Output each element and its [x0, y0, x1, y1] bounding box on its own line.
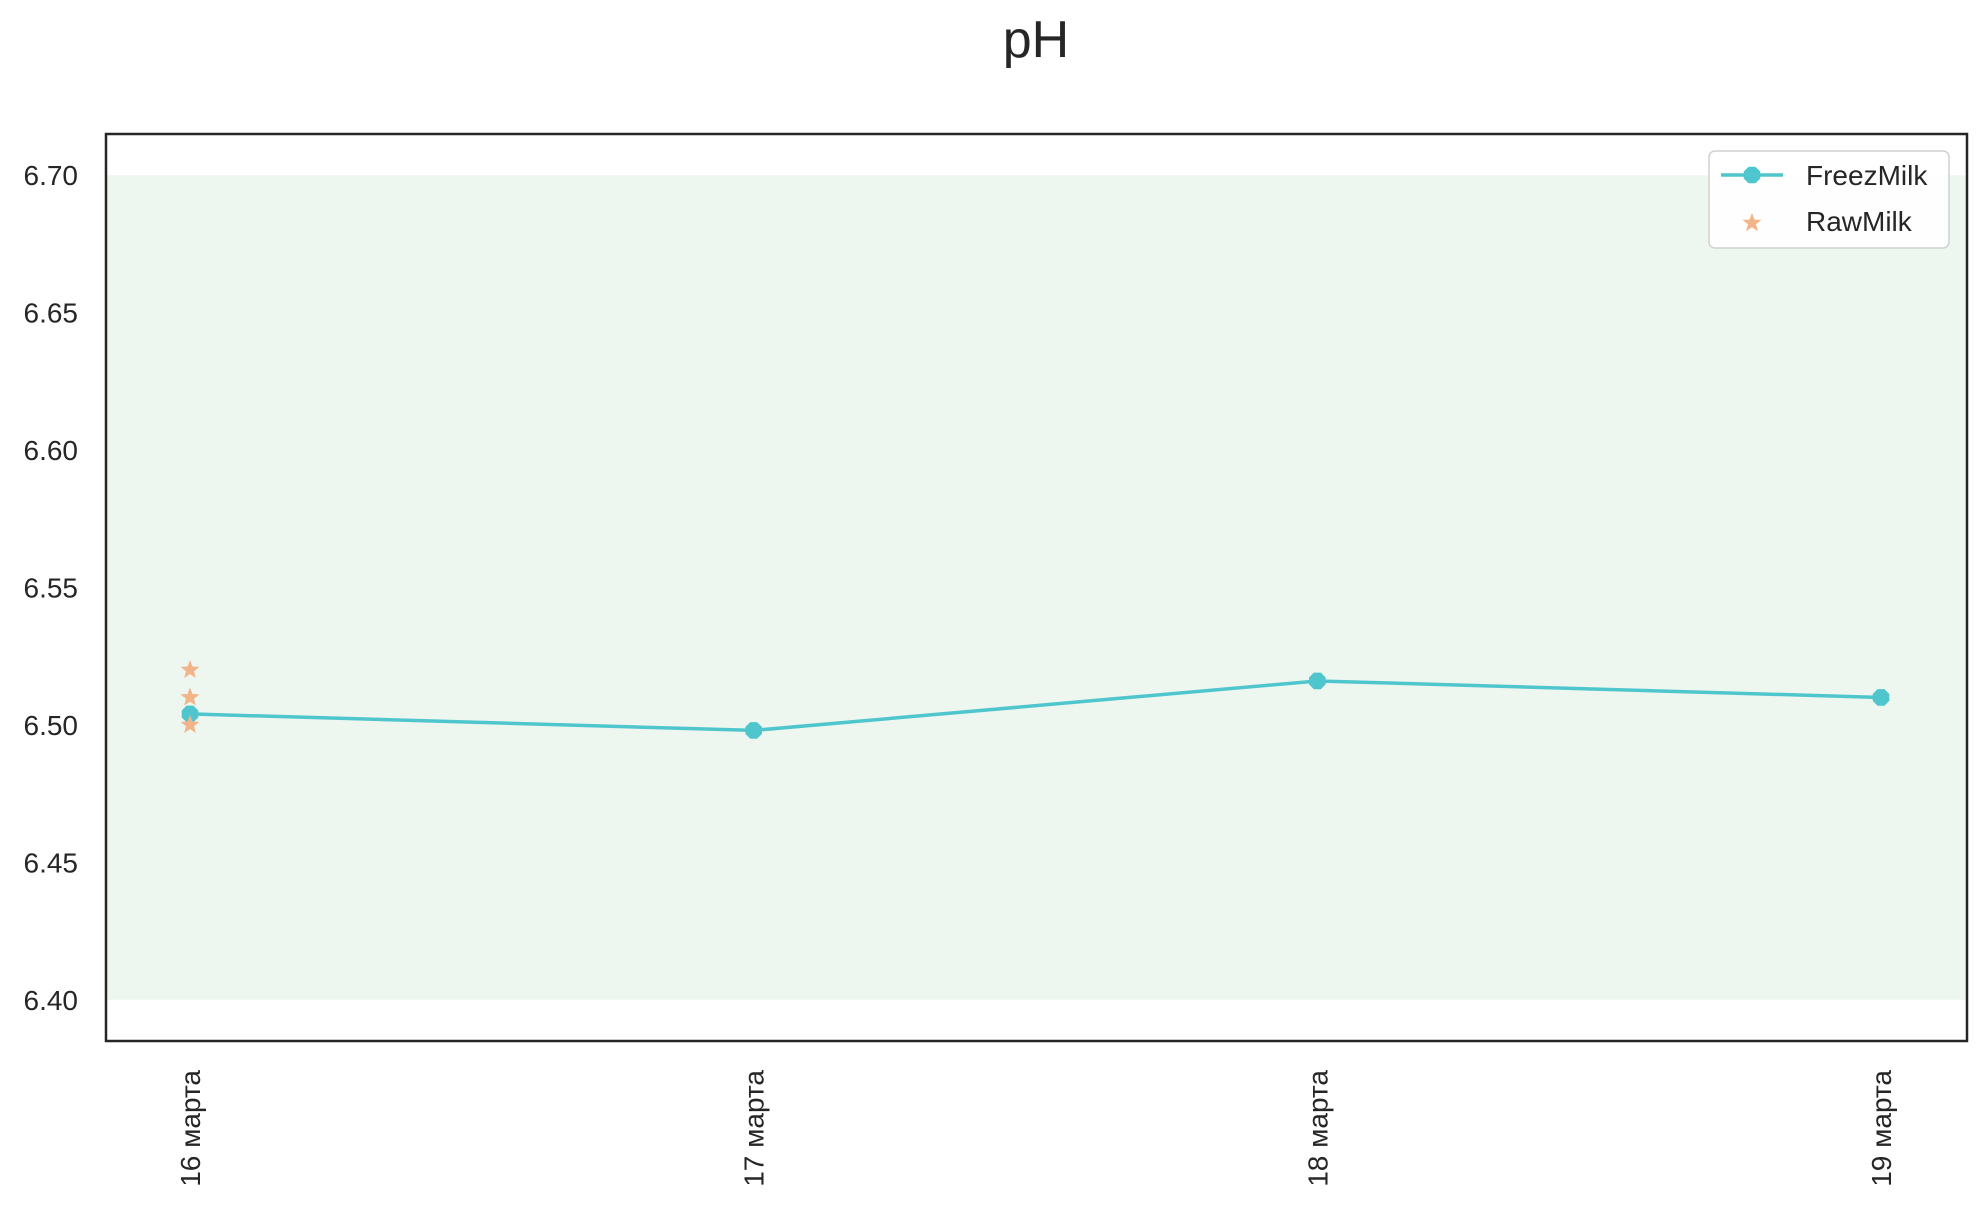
- chart-title: pH: [1003, 11, 1069, 69]
- y-tick-label: 6.45: [24, 847, 79, 878]
- x-axis: 16 марта 17 марта 18 марта 19 марта: [175, 1070, 1897, 1187]
- y-tick-label: 6.70: [24, 160, 79, 191]
- data-point-rawmilk: [180, 687, 200, 706]
- y-tick-label: 6.60: [24, 435, 79, 466]
- data-point-rawmilk: [180, 659, 200, 679]
- data-point-freezmilk: [745, 722, 762, 739]
- plot-frame: [104, 132, 1969, 1043]
- y-tick-label: 6.55: [24, 573, 79, 604]
- legend-label: FreezMilk: [1806, 160, 1928, 191]
- legend-marker: [1743, 166, 1761, 184]
- y-tick-label: 6.50: [24, 710, 79, 741]
- data-point-freezmilk: [181, 705, 199, 723]
- data-point-freezmilk: [1872, 689, 1890, 706]
- x-tick-label: 17 марта: [739, 1070, 770, 1187]
- data-point-freezmilk: [1309, 672, 1326, 690]
- legend-marker: [1742, 213, 1762, 232]
- y-axis: 6.40 6.45 6.50 6.55 6.60 6.65 6.70: [24, 160, 79, 1016]
- legend: FreezMilk RawMilk: [1708, 150, 1950, 249]
- legend-label: RawMilk: [1806, 206, 1913, 237]
- x-tick-label: 16 марта: [175, 1070, 206, 1187]
- data-point-rawmilk: [180, 714, 200, 734]
- y-tick-label: 6.65: [24, 298, 79, 329]
- series-line-freezmilk: [189, 679, 1882, 733]
- x-tick-label: 19 марта: [1866, 1070, 1897, 1187]
- y-tick-label: 6.40: [24, 985, 79, 1016]
- reference-band: [107, 175, 1966, 1000]
- plot-series: [180, 659, 1890, 739]
- x-tick-label: 18 марта: [1302, 1070, 1333, 1187]
